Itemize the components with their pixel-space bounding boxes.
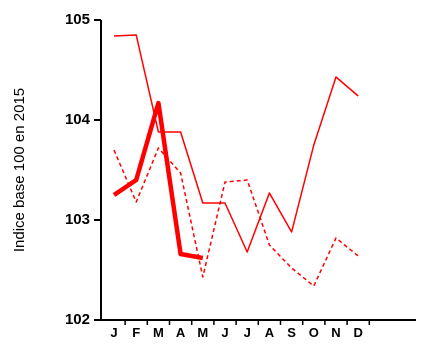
y-axis: 102 103 104 105 <box>65 11 102 328</box>
x-tick-label: J <box>244 325 251 340</box>
y-tick-label: 103 <box>65 211 90 228</box>
x-tick-label: S <box>287 325 296 340</box>
x-tick-label: J <box>221 325 228 340</box>
x-tick-label: J <box>110 325 117 340</box>
y-tick-label: 102 <box>65 311 90 328</box>
series-line-1 <box>113 34 359 253</box>
x-tick-label: A <box>176 325 186 340</box>
series-layer <box>112 34 359 287</box>
x-tick-label: A <box>265 325 275 340</box>
x-tick-label: O <box>309 325 319 340</box>
series-line-2 <box>113 147 359 287</box>
y-tick-label: 105 <box>65 11 90 28</box>
x-tick-label: F <box>132 325 140 340</box>
x-tick-label: M <box>197 325 208 340</box>
x-tick-label: D <box>354 325 363 340</box>
y-axis-title: Indice base 100 en 2015 <box>11 88 28 252</box>
x-tick-label: M <box>153 325 164 340</box>
x-tick-label: N <box>331 325 340 340</box>
series-line-3 <box>112 100 204 261</box>
y-tick-label: 104 <box>65 111 91 128</box>
